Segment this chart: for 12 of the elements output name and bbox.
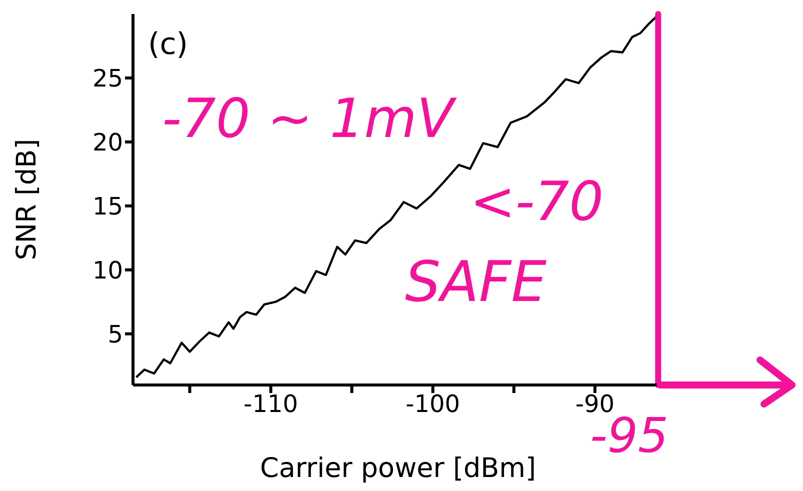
- annotation: (c): [148, 27, 188, 62]
- y-tick-label: 10: [92, 256, 123, 284]
- x-tick-label: -110: [244, 390, 298, 418]
- annotation: SAFE: [405, 250, 546, 315]
- x-axis-title: Carrier power [dBm]: [260, 453, 536, 484]
- x-tick-label: -100: [406, 390, 460, 418]
- y-tick-label: 15: [92, 192, 123, 220]
- y-tick-label: 5: [108, 320, 123, 348]
- y-tick-label: 25: [92, 64, 123, 92]
- y-tick-label: 20: [92, 128, 123, 156]
- annotation: <-70: [470, 170, 604, 233]
- y-axis-title: SNR [dB]: [12, 138, 43, 260]
